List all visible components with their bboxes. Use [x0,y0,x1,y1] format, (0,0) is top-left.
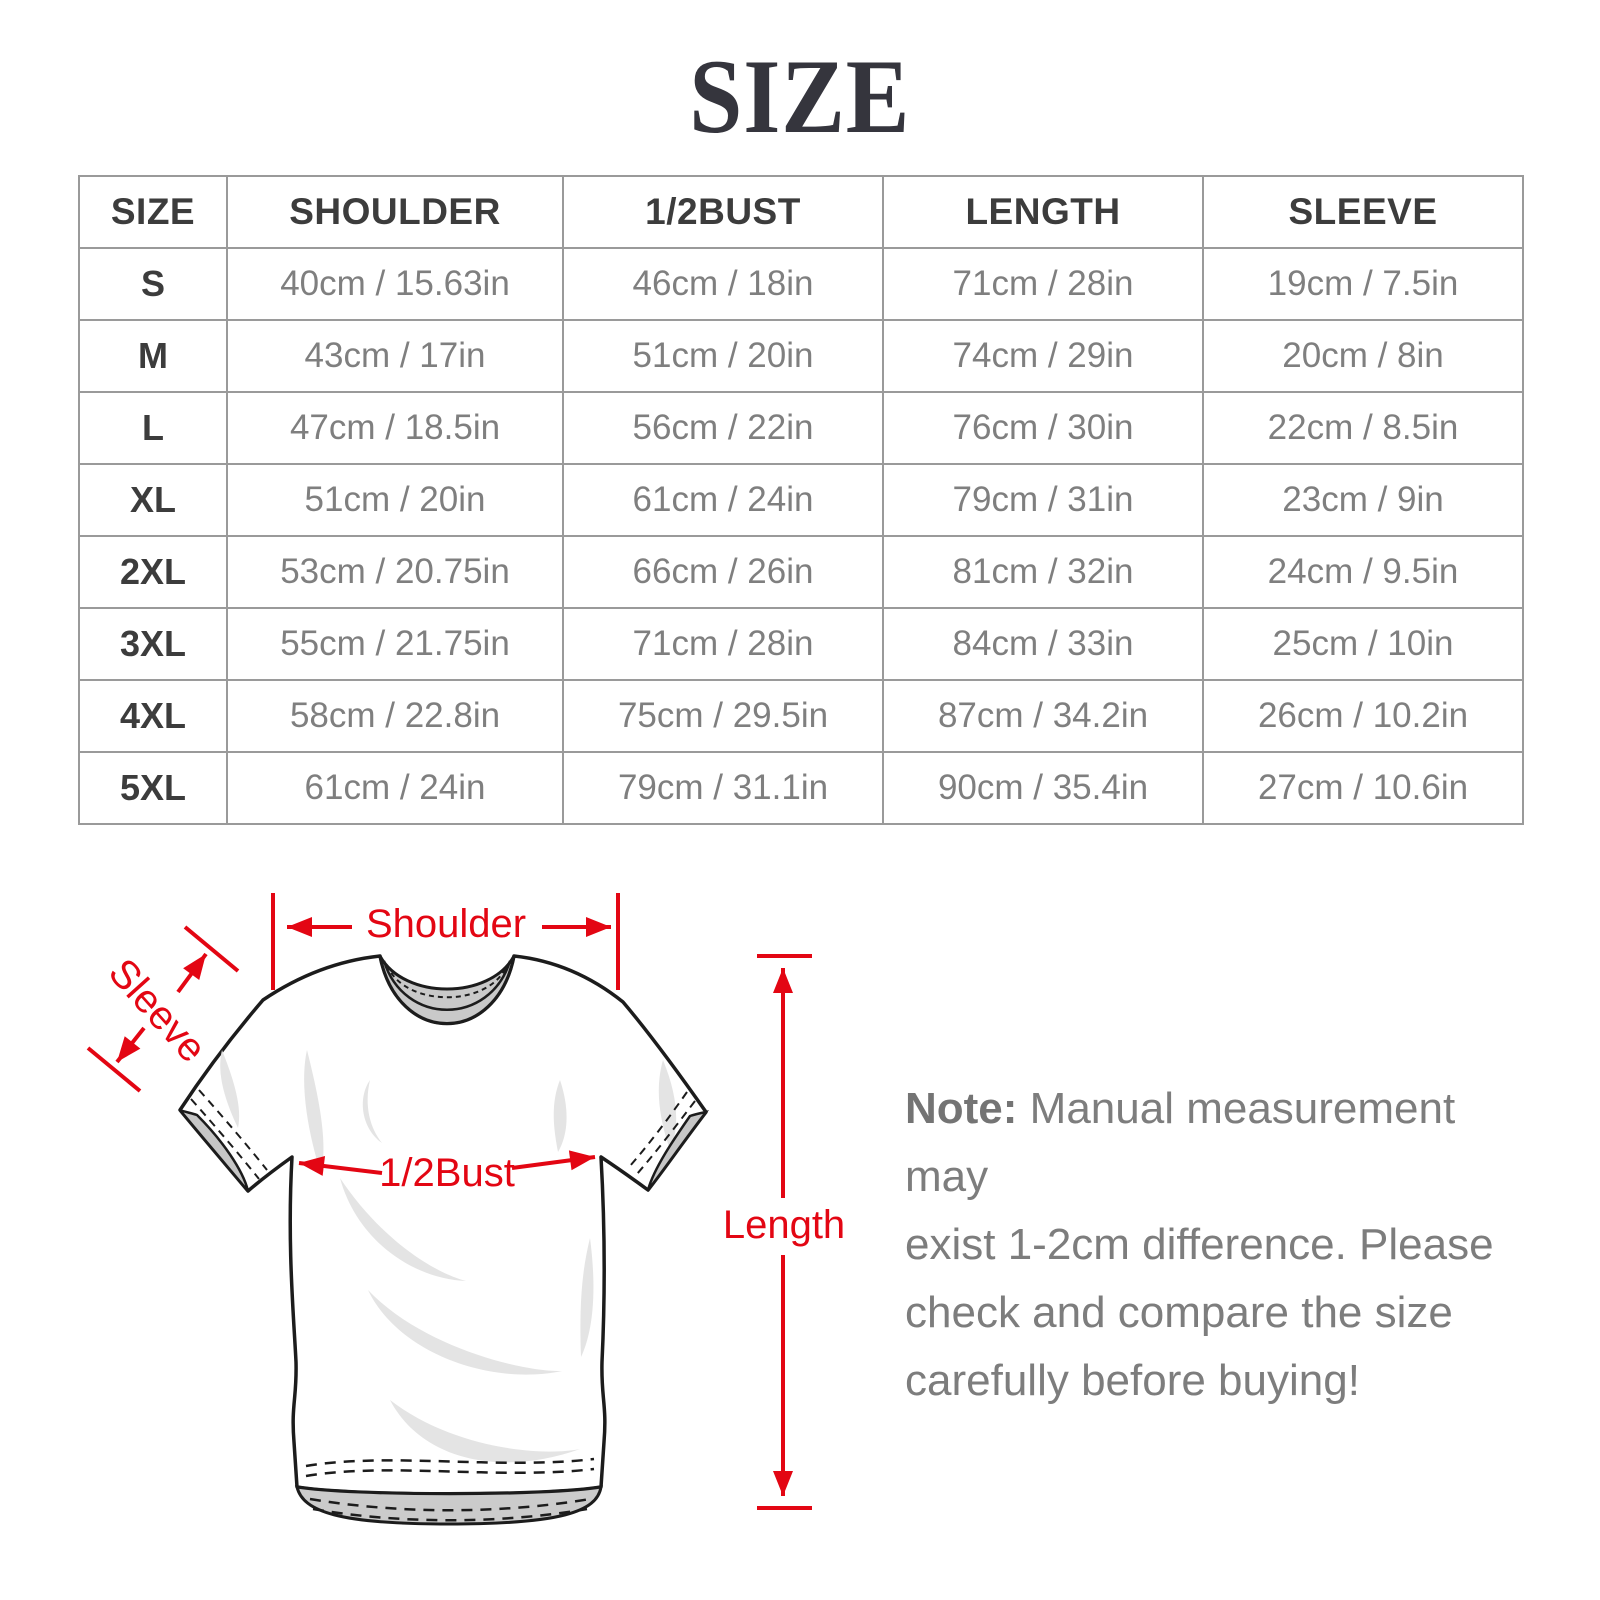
value-cell: 76cm / 30in [882,391,1204,465]
value-cell: 75cm / 29.5in [562,679,884,753]
value-cell: 90cm / 35.4in [882,751,1204,825]
value-cell: 61cm / 24in [226,751,564,825]
value-cell: 47cm / 18.5in [226,391,564,465]
hem-stitching-lower [309,1497,591,1522]
hem-fold [295,1485,603,1526]
size-cell: M [78,319,228,393]
value-cell: 81cm / 32in [882,535,1204,609]
bust-label: 1/2Bust [379,1151,515,1195]
left-cuff-inner [179,1108,250,1192]
table-row: L 47cm / 18.5in 56cm / 22in 76cm / 30in … [78,391,1524,465]
bust-measure: 1/2Bust [298,1150,596,1195]
value-cell: 84cm / 33in [882,607,1204,681]
value-cell: 71cm / 28in [882,247,1204,321]
collar-stitching [386,964,508,999]
value-cell: 56cm / 22in [562,391,884,465]
tshirt-measurement-diagram: Shoulder Sleeve 1/2Bust [60,860,860,1580]
value-cell: 40cm / 15.63in [226,247,564,321]
shoulder-measure: Shoulder [271,893,620,990]
tshirt-drawing [178,954,710,1526]
value-cell: 43cm / 17in [226,319,564,393]
note-text: Note: Manual measurement may exist 1-2cm… [905,1075,1545,1415]
header-cell-bust: 1/2BUST [562,175,884,249]
size-cell: 3XL [78,607,228,681]
value-cell: 55cm / 21.75in [226,607,564,681]
bust-arrow-right [511,1150,596,1171]
right-cuff-stitching [629,1091,696,1175]
sleeve-top-tick [183,925,240,973]
value-cell: 20cm / 8in [1202,319,1524,393]
table-row: 2XL 53cm / 20.75in 66cm / 26in 81cm / 32… [78,535,1524,609]
shoulder-label: Shoulder [366,902,526,946]
note-line: check and compare the size [905,1288,1453,1337]
table-row: 4XL 58cm / 22.8in 75cm / 29.5in 87cm / 3… [78,679,1524,753]
value-cell: 25cm / 10in [1202,607,1524,681]
size-cell: L [78,391,228,465]
value-cell: 79cm / 31.1in [562,751,884,825]
table-row: M 43cm / 17in 51cm / 20in 74cm / 29in 20… [78,319,1524,393]
bust-arrow-left [298,1156,383,1176]
note-line-text: Manual measurement may [905,1084,1456,1201]
table-header-row: SIZE SHOULDER 1/2BUST LENGTH SLEEVE [78,175,1524,249]
value-cell: 23cm / 9in [1202,463,1524,537]
sleeve-arrow-down [115,1026,146,1064]
value-cell: 79cm / 31in [882,463,1204,537]
collar-seam-line [382,960,512,1011]
header-cell-length: LENGTH [882,175,1204,249]
page-title-text: SIZE [689,38,911,155]
size-table: SIZE SHOULDER 1/2BUST LENGTH SLEEVE S 40… [78,175,1524,825]
hem-stitching-upper [305,1457,595,1478]
value-cell: 53cm / 20.75in [226,535,564,609]
header-cell-shoulder: SHOULDER [226,175,564,249]
table-row: 3XL 55cm / 21.75in 71cm / 28in 84cm / 33… [78,607,1524,681]
value-cell: 19cm / 7.5in [1202,247,1524,321]
value-cell: 46cm / 18in [562,247,884,321]
wrinkle-shading [220,1050,677,1463]
page-title: SIZE [0,44,1600,150]
table-row: XL 51cm / 20in 61cm / 24in 79cm / 31in 2… [78,463,1524,537]
value-cell: 24cm / 9.5in [1202,535,1524,609]
value-cell: 87cm / 34.2in [882,679,1204,753]
sleeve-arrow-up [176,952,208,994]
size-cell: 4XL [78,679,228,753]
value-cell: 66cm / 26in [562,535,884,609]
value-cell: 22cm / 8.5in [1202,391,1524,465]
value-cell: 27cm / 10.6in [1202,751,1524,825]
tshirt-body [178,954,708,1496]
table-row: 5XL 61cm / 24in 79cm / 31.1in 90cm / 35.… [78,751,1524,825]
size-cell: S [78,247,228,321]
value-cell: 26cm / 10.2in [1202,679,1524,753]
length-measure: Length [723,954,845,1510]
value-cell: 61cm / 24in [562,463,884,537]
size-cell: 5XL [78,751,228,825]
note-line: Note: Manual measurement may [905,1075,1545,1211]
note-line: carefully before buying! [905,1356,1360,1405]
length-label: Length [723,1203,845,1247]
value-cell: 51cm / 20in [562,319,884,393]
sleeve-bottom-tick [86,1046,142,1093]
size-cell: XL [78,463,228,537]
table-row: S 40cm / 15.63in 46cm / 18in 71cm / 28in… [78,247,1524,321]
value-cell: 74cm / 29in [882,319,1204,393]
note-label: Note: [905,1084,1018,1133]
right-cuff-inner [646,1110,710,1191]
note-line: exist 1-2cm difference. Please [905,1220,1494,1269]
header-cell-sleeve: SLEEVE [1202,175,1524,249]
value-cell: 51cm / 20in [226,463,564,537]
header-cell-size: SIZE [78,175,228,249]
size-cell: 2XL [78,535,228,609]
collar-band [378,954,516,1025]
value-cell: 58cm / 22.8in [226,679,564,753]
value-cell: 71cm / 28in [562,607,884,681]
